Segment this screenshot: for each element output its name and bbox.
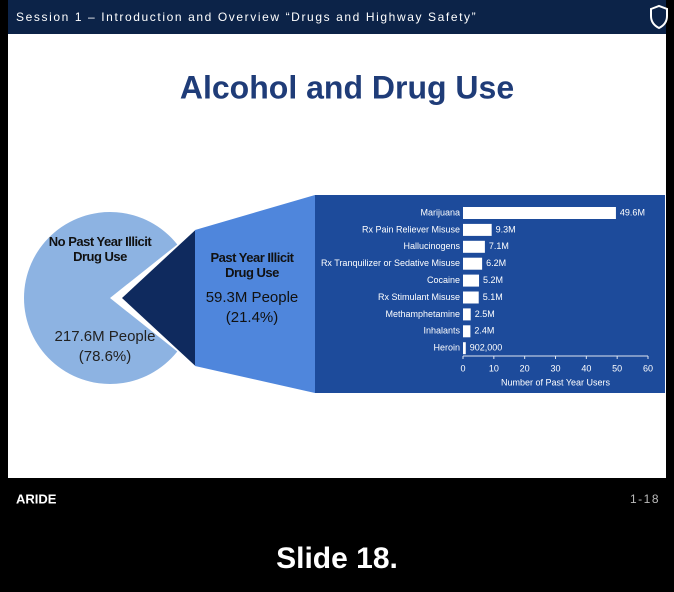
bar bbox=[463, 207, 616, 219]
x-tick-label: 30 bbox=[550, 363, 560, 373]
bar-category-label: Marijuana bbox=[420, 207, 460, 217]
bar-category-label: Cocaine bbox=[427, 275, 460, 285]
footer-page: 1-18 bbox=[630, 492, 660, 506]
bar-category-label: Rx Pain Reliever Misuse bbox=[362, 224, 460, 234]
header-band bbox=[8, 0, 666, 34]
pie-category-label: Past Year Illicit Drug Use bbox=[210, 250, 294, 280]
bar bbox=[463, 325, 471, 338]
x-tick-label: 10 bbox=[489, 363, 499, 373]
bar-value-label: 49.6M bbox=[620, 207, 645, 217]
bar-category-label: Inhalants bbox=[423, 326, 460, 336]
x-tick-label: 40 bbox=[581, 363, 591, 373]
x-tick-label: 20 bbox=[520, 363, 530, 373]
pie-value-label: (21.4%) bbox=[226, 309, 279, 326]
slide-caption: Slide 18. bbox=[276, 542, 398, 575]
pie-category-label: No Past Year Illicit Drug Use bbox=[48, 234, 152, 264]
bar-value-label: 6.2M bbox=[486, 258, 506, 268]
x-tick-label: 0 bbox=[460, 363, 465, 373]
x-axis-label: Number of Past Year Users bbox=[501, 377, 611, 387]
bar bbox=[463, 274, 480, 287]
bar bbox=[463, 240, 485, 253]
bar bbox=[463, 342, 466, 355]
people-label: 217.6M People bbox=[55, 328, 156, 345]
bar-value-label: 2.5M bbox=[475, 309, 495, 319]
bar-category-label: Rx Stimulant Misuse bbox=[378, 292, 460, 302]
bar bbox=[463, 308, 471, 321]
bar bbox=[463, 223, 492, 236]
pie-slice bbox=[122, 230, 195, 366]
bar-category-label: Rx Tranquilizer or Sedative Misuse bbox=[321, 258, 460, 268]
shield-icon bbox=[650, 4, 668, 30]
bar-value-label: 9.3M bbox=[496, 224, 516, 234]
pie-slice bbox=[24, 212, 178, 385]
bar-value-label: 7.1M bbox=[489, 241, 509, 251]
bar bbox=[463, 257, 483, 270]
bar-value-label: 5.1M bbox=[483, 292, 503, 302]
bar-category-label: Hallucinogens bbox=[403, 241, 460, 251]
bar-value-label: 2.4M bbox=[474, 326, 494, 336]
bar-category-label: Heroin bbox=[433, 343, 460, 353]
bar-value-label: 902,000 bbox=[470, 343, 503, 353]
pie-value-label: (78.6%) bbox=[79, 348, 132, 365]
footer-brand: ARIDE bbox=[16, 491, 57, 506]
people-label: 59.3M People bbox=[206, 289, 299, 306]
pie-connector bbox=[195, 195, 315, 393]
x-tick-label: 60 bbox=[643, 363, 653, 373]
slide-title: Alcohol and Drug Use bbox=[180, 69, 514, 105]
header-text: Session 1 – Introduction and Overview “D… bbox=[16, 10, 477, 24]
bar bbox=[463, 291, 479, 304]
bar-category-label: Methamphetamine bbox=[385, 309, 460, 319]
bar-value-label: 5.2M bbox=[483, 275, 503, 285]
x-tick-label: 50 bbox=[612, 363, 622, 373]
